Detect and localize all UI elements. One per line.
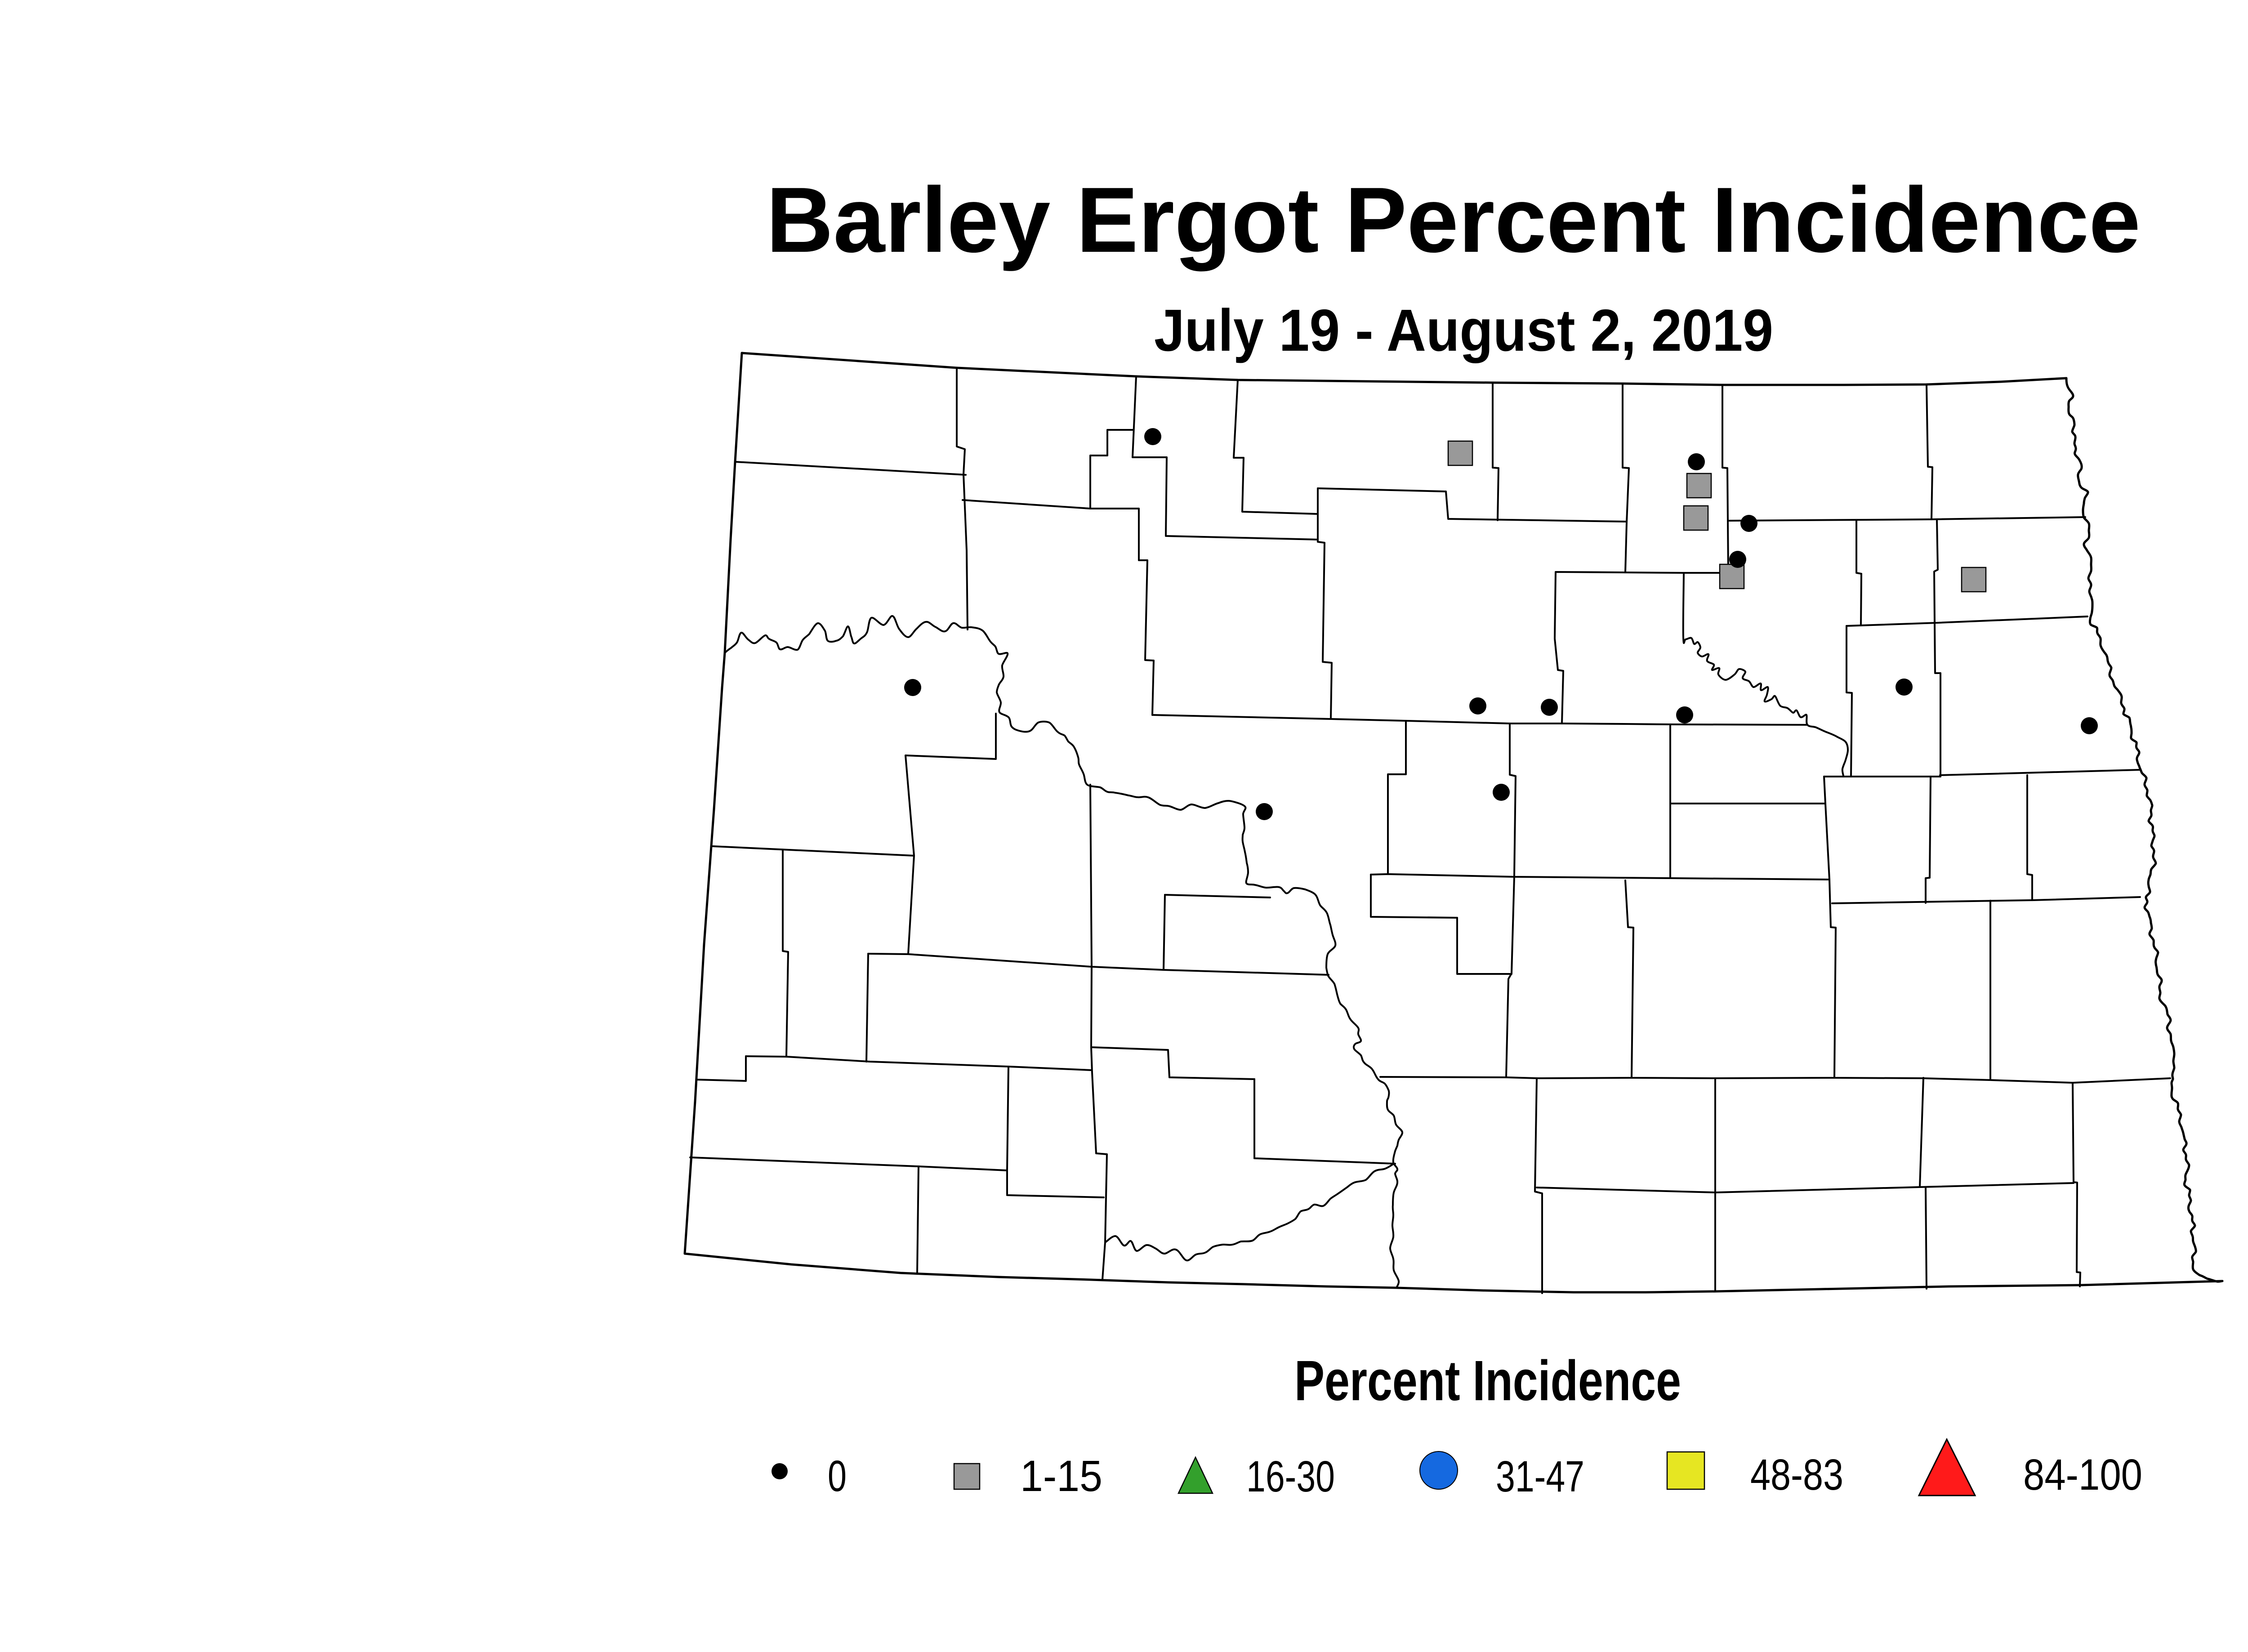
svg-text:84-100: 84-100 <box>2023 1450 2142 1499</box>
svg-text:0: 0 <box>828 1451 847 1500</box>
svg-text:Percent Incidence: Percent Incidence <box>1294 1349 1681 1412</box>
svg-text:Barley Ergot Percent Incidence: Barley Ergot Percent Incidence <box>766 168 2141 272</box>
svg-text:31-47: 31-47 <box>1496 1452 1584 1501</box>
svg-text:48-83: 48-83 <box>1750 1450 1843 1499</box>
svg-text:July 19 - August 2, 2019: July 19 - August 2, 2019 <box>1154 297 1773 363</box>
svg-text:16-30: 16-30 <box>1246 1452 1335 1501</box>
svg-text:1-15: 1-15 <box>1020 1451 1102 1500</box>
